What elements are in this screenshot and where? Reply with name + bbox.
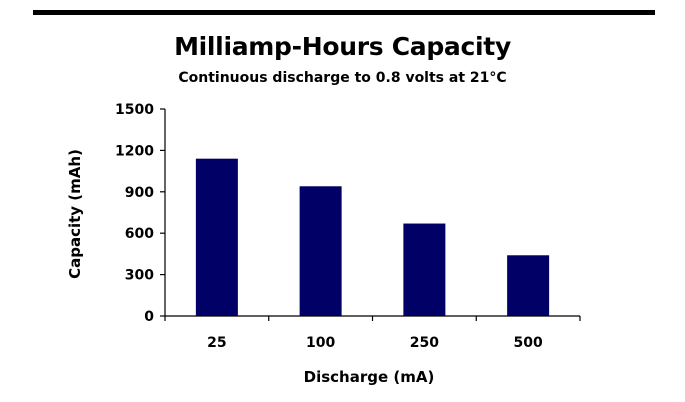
bar-500-ma xyxy=(507,255,550,316)
x-tick-label: 250 xyxy=(410,335,439,351)
bar-100-ma xyxy=(299,186,342,316)
x-axis-label: Discharge (mA) xyxy=(304,368,435,386)
chart-subtitle: Continuous discharge to 0.8 volts at 21°… xyxy=(178,70,507,86)
top-rule xyxy=(33,10,655,15)
chart-title: Milliamp-Hours Capacity xyxy=(174,32,511,61)
y-tick-label: 600 xyxy=(125,226,154,242)
y-axis-ticks: 0 300 600 900 1200 1500 xyxy=(115,102,165,325)
x-tick-label: 500 xyxy=(514,335,543,351)
y-axis-label: Capacity (mAh) xyxy=(66,149,84,279)
y-tick-label: 300 xyxy=(125,268,154,284)
y-tick-label: 1200 xyxy=(115,143,154,159)
bar-25-ma xyxy=(195,158,238,316)
y-tick-label: 1500 xyxy=(115,102,154,118)
bar-250-ma xyxy=(403,223,446,316)
x-axis-ticks: 25 100 250 500 xyxy=(164,316,581,351)
x-tick-label: 100 xyxy=(306,335,335,351)
y-tick-label: 0 xyxy=(144,309,154,325)
y-tick-label: 900 xyxy=(125,185,154,201)
bars xyxy=(195,158,550,316)
x-tick-label: 25 xyxy=(207,335,226,351)
